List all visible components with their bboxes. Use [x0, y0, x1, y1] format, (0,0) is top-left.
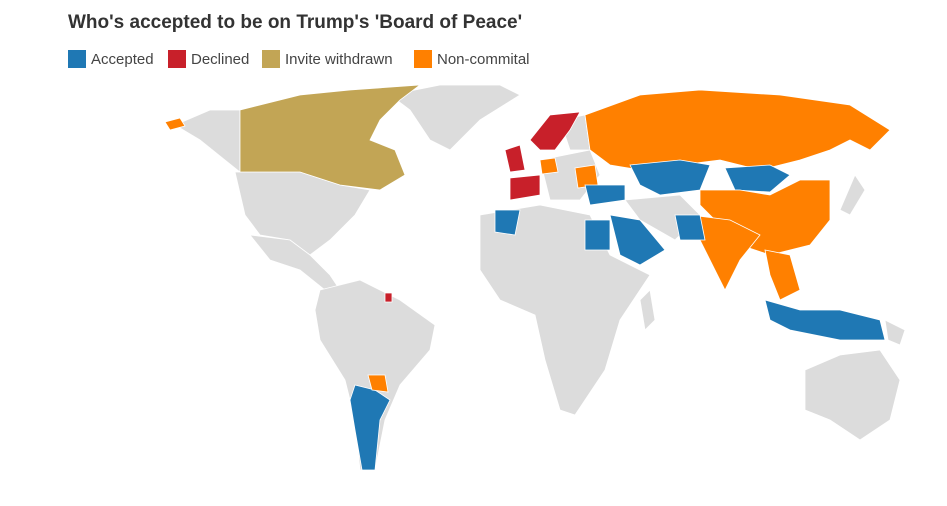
- legend-label: Accepted: [91, 51, 154, 68]
- country: [574, 164, 599, 189]
- country: [584, 89, 891, 171]
- country: [494, 209, 521, 236]
- legend-swatch: [414, 50, 432, 68]
- legend-label: Declined: [191, 51, 249, 68]
- country: [584, 219, 611, 251]
- country: [384, 292, 393, 303]
- country: [629, 159, 711, 196]
- country: [764, 249, 801, 301]
- country: [584, 184, 626, 206]
- legend-swatch: [168, 50, 186, 68]
- country: [239, 84, 422, 191]
- country: [389, 84, 521, 151]
- country: [689, 214, 761, 291]
- legend-swatch: [68, 50, 86, 68]
- legend: Accepted Declined Invite withdrawn Non-comm…: [68, 50, 530, 68]
- world-map: [164, 84, 906, 471]
- country: [724, 164, 791, 193]
- country: [884, 319, 906, 346]
- country: [764, 299, 886, 341]
- country: [349, 384, 391, 471]
- country: [674, 214, 706, 241]
- title: Who's accepted to be on Trump's 'Board o…: [68, 12, 522, 33]
- legend-label: Invite withdrawn: [285, 51, 393, 68]
- country: [174, 109, 241, 173]
- country: [804, 349, 901, 441]
- country: [164, 117, 186, 131]
- country: [539, 157, 559, 175]
- country: [367, 374, 389, 393]
- country: [249, 234, 341, 291]
- legend-label: Non-commital: [437, 51, 530, 68]
- country: [639, 289, 656, 331]
- country: [839, 174, 866, 216]
- country: [504, 144, 526, 173]
- legend-swatch: [262, 50, 280, 68]
- country: [609, 214, 666, 266]
- country: [509, 174, 541, 201]
- country: [529, 111, 581, 151]
